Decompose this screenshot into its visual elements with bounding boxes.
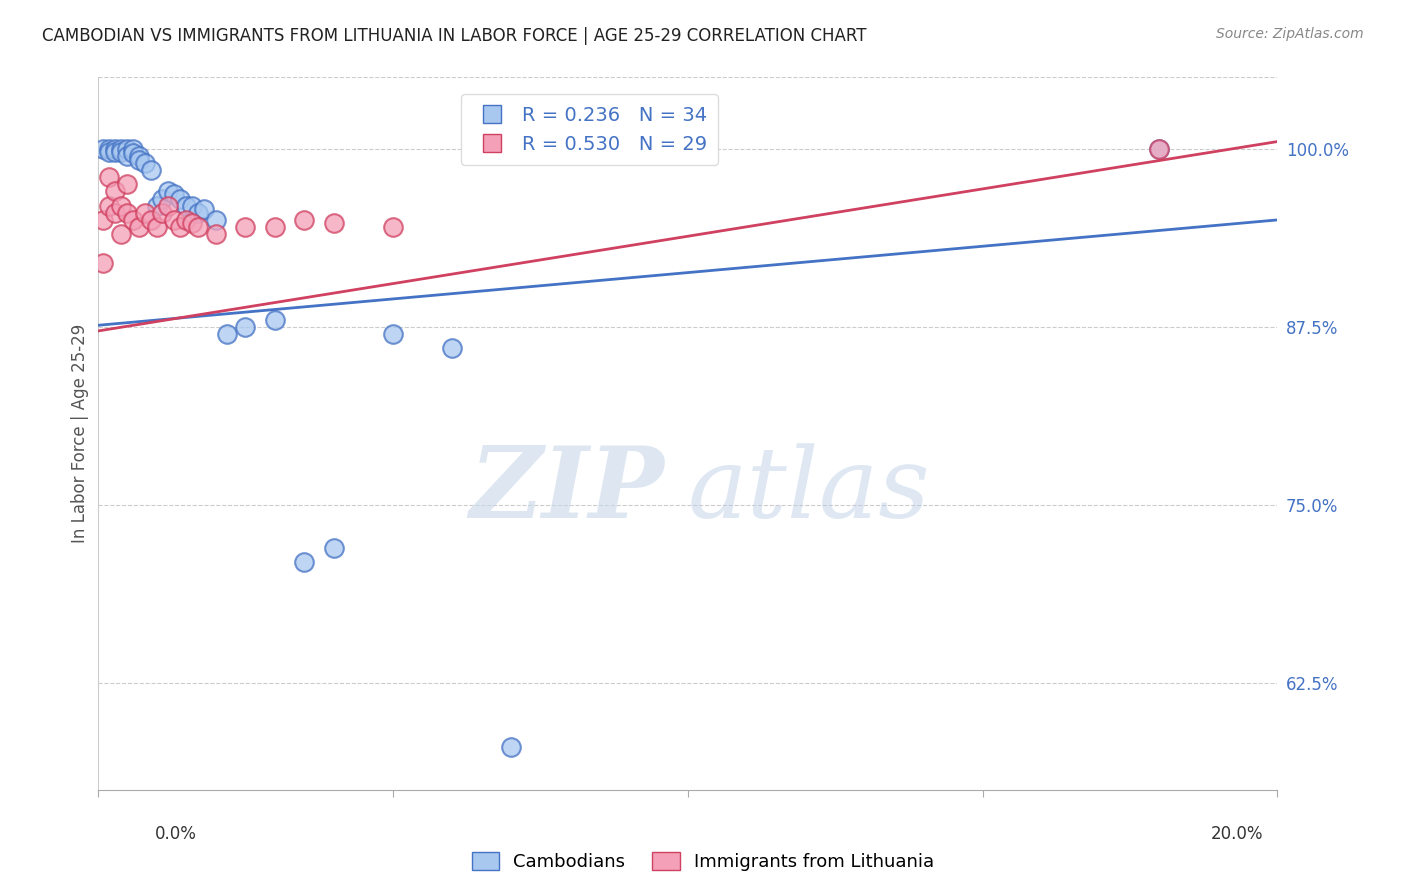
Point	[169, 220, 191, 235]
Point	[110, 227, 132, 242]
Point	[152, 206, 174, 220]
Point	[157, 199, 180, 213]
Point	[499, 739, 522, 754]
Point	[128, 153, 150, 167]
Point	[381, 326, 404, 341]
Point	[292, 555, 315, 569]
Point	[93, 142, 115, 156]
Text: CAMBODIAN VS IMMIGRANTS FROM LITHUANIA IN LABOR FORCE | AGE 25-29 CORRELATION CH: CAMBODIAN VS IMMIGRANTS FROM LITHUANIA I…	[42, 27, 866, 45]
Point	[128, 220, 150, 235]
Point	[322, 541, 344, 555]
Point	[193, 202, 215, 216]
Point	[381, 220, 404, 235]
Point	[145, 220, 167, 235]
Y-axis label: In Labor Force | Age 25-29: In Labor Force | Age 25-29	[72, 324, 89, 543]
Point	[292, 213, 315, 227]
Point	[98, 199, 121, 213]
Point	[169, 192, 191, 206]
Text: 0.0%: 0.0%	[155, 825, 197, 843]
Text: Source: ZipAtlas.com: Source: ZipAtlas.com	[1216, 27, 1364, 41]
Point	[181, 216, 204, 230]
Point	[104, 142, 127, 156]
Point	[93, 255, 115, 269]
Point	[110, 199, 132, 213]
Point	[163, 187, 186, 202]
Point	[134, 206, 156, 220]
Point	[115, 178, 138, 192]
Point	[115, 206, 138, 220]
Point	[93, 213, 115, 227]
Point	[263, 220, 285, 235]
Point	[233, 319, 256, 334]
Point	[139, 163, 162, 178]
Point	[263, 312, 285, 326]
Point	[104, 145, 127, 159]
Point	[204, 213, 226, 227]
Legend: R = 0.236   N = 34, R = 0.530   N = 29: R = 0.236 N = 34, R = 0.530 N = 29	[461, 95, 718, 165]
Point	[187, 206, 209, 220]
Point	[115, 149, 138, 163]
Point	[157, 185, 180, 199]
Point	[1149, 142, 1171, 156]
Point	[217, 326, 239, 341]
Point	[163, 213, 186, 227]
Point	[1149, 142, 1171, 156]
Point	[139, 213, 162, 227]
Point	[122, 142, 145, 156]
Point	[128, 149, 150, 163]
Point	[233, 220, 256, 235]
Legend: Cambodians, Immigrants from Lithuania: Cambodians, Immigrants from Lithuania	[464, 845, 942, 879]
Point	[104, 185, 127, 199]
Text: ZIP: ZIP	[470, 442, 664, 539]
Text: 20.0%: 20.0%	[1211, 825, 1264, 843]
Point	[98, 142, 121, 156]
Point	[440, 341, 463, 355]
Point	[152, 192, 174, 206]
Point	[122, 145, 145, 160]
Point	[174, 213, 197, 227]
Point	[204, 227, 226, 242]
Point	[98, 170, 121, 185]
Point	[181, 199, 204, 213]
Text: atlas: atlas	[688, 443, 931, 538]
Point	[110, 142, 132, 156]
Point	[187, 220, 209, 235]
Point	[98, 145, 121, 159]
Point	[104, 206, 127, 220]
Point	[174, 199, 197, 213]
Point	[110, 145, 132, 159]
Point	[115, 142, 138, 156]
Point	[322, 216, 344, 230]
Point	[122, 213, 145, 227]
Point	[134, 156, 156, 170]
Point	[145, 199, 167, 213]
